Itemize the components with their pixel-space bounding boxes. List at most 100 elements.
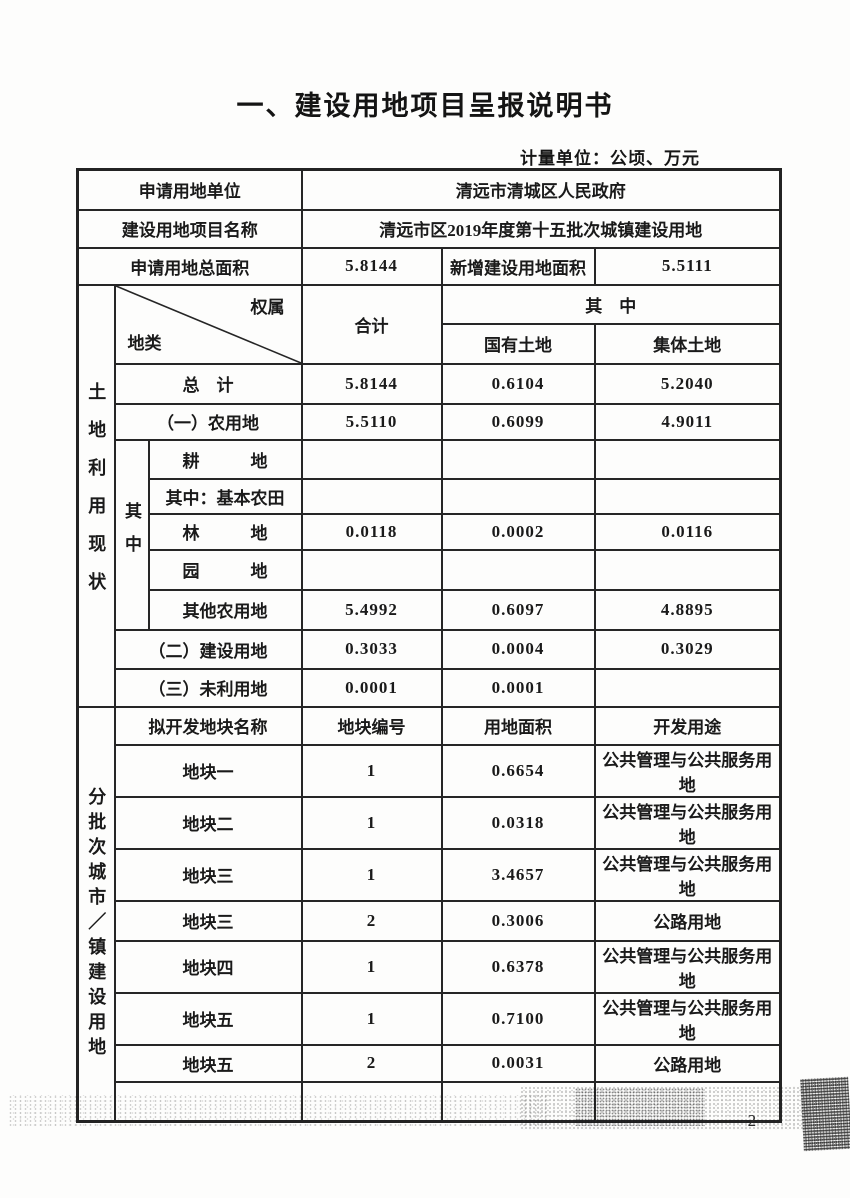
table-row: 申请用地单位 清远市清城区人民政府	[76, 168, 782, 211]
table-row: 建设用地项目名称 清远市区2019年度第十五批次城镇建设用地	[76, 208, 782, 249]
plot-row-use: 公共管理与公共服务用地	[593, 847, 782, 902]
table-row: 地块四 1 0.6378 公共管理与公共服务用地	[78, 939, 782, 994]
land-row-name: 其他农用地	[147, 588, 303, 631]
land-row-total	[300, 548, 443, 591]
table-row: 申请用地总面积 5.8144 新增建设用地面积 5.5111	[76, 246, 782, 286]
land-row-state: 0.0004	[440, 628, 596, 670]
land-row-state	[440, 477, 596, 515]
table-row: 土地利用现状 权属 地类 合计 其 中	[76, 283, 782, 708]
land-row-collective: 0.3029	[593, 628, 782, 670]
table-row: 其中 耕 地	[78, 438, 782, 631]
land-row-collective	[593, 667, 782, 708]
dev-col-header-name: 拟开发地块名称	[113, 705, 303, 746]
new-area-value-cell: 5.5111	[593, 246, 782, 286]
plot-row-area	[440, 1080, 596, 1123]
land-row-collective: 5.2040	[593, 362, 782, 405]
land-row-state	[440, 548, 596, 591]
development-section-label: 分批次城市／镇建设用地	[86, 787, 107, 1063]
page-title: 一、建设用地项目呈报说明书	[236, 91, 614, 121]
diagonal-header-cell: 权属 地类	[113, 283, 303, 365]
land-row-name: （三）未利用地	[113, 667, 303, 708]
dev-col-header-use: 开发用途	[593, 705, 782, 746]
subgroup-label: 其中	[122, 501, 141, 568]
project-value-cell: 清远市区2019年度第十五批次城镇建设用地	[300, 208, 782, 249]
plot-row-area: 0.6654	[440, 743, 596, 798]
table-row: 地块一 1 0.6654 公共管理与公共服务用地	[78, 743, 782, 798]
plot-row-no: 2	[300, 1043, 443, 1083]
table-row: 地块五 2 0.0031 公路用地	[78, 1043, 782, 1083]
total-area-value-cell: 5.8144	[300, 246, 443, 286]
land-row-name: （二）建设用地	[113, 628, 303, 670]
plot-row-no: 1	[300, 939, 443, 994]
plot-row-no: 2	[300, 899, 443, 942]
land-row-total	[300, 477, 443, 515]
total-area-label-cell: 申请用地总面积	[76, 246, 303, 286]
plot-row-use: 公共管理与公共服务用地	[593, 743, 782, 798]
plot-row-area: 0.0031	[440, 1043, 596, 1083]
col-header-state-land: 国有土地	[440, 322, 596, 365]
land-row-state	[440, 438, 596, 480]
table-row: 地块三 2 0.3006 公路用地	[78, 899, 782, 942]
plot-row-name: 地块二	[113, 795, 303, 850]
land-row-total: 5.5110	[300, 402, 443, 441]
ownership-header-label: 权属	[250, 297, 285, 317]
land-use-section-cell: 土地利用现状	[76, 283, 116, 708]
table-row: 林 地 0.0118 0.0002 0.0116	[78, 512, 782, 551]
land-row-collective: 4.8895	[593, 588, 782, 631]
plot-row-no: 1	[300, 847, 443, 902]
plot-row-no: 1	[300, 743, 443, 798]
land-report-table: 申请用地单位 清远市清城区人民政府 建设用地项目名称 清远市区2019年度第十五…	[76, 168, 783, 1123]
land-row-name: 其中：基本农田	[147, 477, 303, 515]
measurement-unit-note: 计量单位：公顷、万元	[520, 149, 700, 168]
applicant-value-cell: 清远市清城区人民政府	[300, 168, 782, 211]
land-row-name: 林 地	[147, 512, 303, 551]
plot-row-use: 公共管理与公共服务用地	[593, 991, 782, 1046]
land-row-total: 0.3033	[300, 628, 443, 670]
land-row-state: 0.6097	[440, 588, 596, 631]
land-row-name: 园 地	[147, 548, 303, 591]
plot-row-no: 1	[300, 795, 443, 850]
land-row-total: 0.0001	[300, 667, 443, 708]
plot-row-use: 公路用地	[593, 899, 782, 942]
col-header-total: 合计	[300, 283, 443, 365]
plot-row-area: 3.4657	[440, 847, 596, 902]
page-number: -2-	[741, 1111, 764, 1130]
table-row: （三）未利用地 0.0001 0.0001	[78, 667, 782, 708]
land-row-total: 0.0118	[300, 512, 443, 551]
table-row: 地块二 1 0.0318 公共管理与公共服务用地	[78, 795, 782, 850]
plot-row-area: 0.3006	[440, 899, 596, 942]
land-row-state: 0.6099	[440, 402, 596, 441]
plot-row-area: 0.0318	[440, 795, 596, 850]
table-row: （一）农用地 5.5110 0.6099 4.9011	[78, 402, 782, 441]
plot-row-name: 地块五	[113, 991, 303, 1046]
land-row-collective: 4.9011	[593, 402, 782, 441]
applicant-label-cell: 申请用地单位	[76, 168, 303, 211]
land-row-total: 5.8144	[300, 362, 443, 405]
plot-row-name: 地块一	[113, 743, 303, 798]
plot-row-use: 公共管理与公共服务用地	[593, 939, 782, 994]
land-row-name: （一）农用地	[113, 402, 303, 441]
diagonal-line	[116, 286, 301, 363]
land-row-collective	[593, 438, 782, 480]
plot-row-area: 0.7100	[440, 991, 596, 1046]
land-row-state: 0.6104	[440, 362, 596, 405]
land-row-collective	[593, 477, 782, 515]
land-class-header-label: 地类	[127, 333, 162, 353]
table-row: 地块五 1 0.7100 公共管理与公共服务用地	[78, 991, 782, 1046]
table-row: 其中：基本农田	[78, 477, 782, 515]
plot-row-name: 地块三	[113, 847, 303, 902]
dev-col-header-area: 用地面积	[440, 705, 596, 746]
land-row-state: 0.0001	[440, 667, 596, 708]
dev-col-header-no: 地块编号	[300, 705, 443, 746]
land-row-collective	[593, 548, 782, 591]
land-row-collective: 0.0116	[593, 512, 782, 551]
table-row: 其他农用地 5.4992 0.6097 4.8895	[78, 588, 782, 631]
plot-row-name: 地块四	[113, 939, 303, 994]
land-row-total: 5.4992	[300, 588, 443, 631]
col-header-among: 其 中	[440, 283, 782, 325]
development-section-cell: 分批次城市／镇建设用地	[76, 705, 116, 1123]
table-row: 地块三 1 3.4657 公共管理与公共服务用地	[78, 847, 782, 902]
land-row-state: 0.0002	[440, 512, 596, 551]
plot-row-name: 地块五	[113, 1043, 303, 1083]
